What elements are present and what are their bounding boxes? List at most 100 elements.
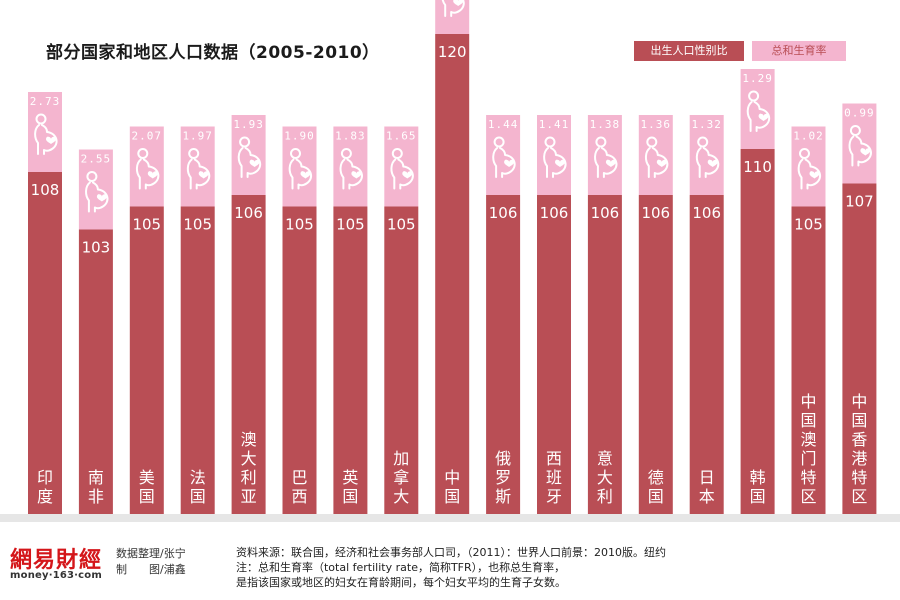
category-label-char: 印: [37, 468, 53, 487]
sex-ratio-label: 105: [387, 216, 416, 234]
pregnant-woman-icon: [186, 148, 211, 190]
sex-ratio-bar: [333, 206, 368, 514]
category-label-char: 特: [800, 468, 816, 487]
category-label-char: 日: [699, 468, 715, 487]
category-label-char: 西: [546, 449, 562, 468]
fertility-rate-box: [180, 126, 215, 207]
sex-ratio-bar: [231, 195, 266, 514]
category-label-char: 国: [750, 487, 766, 506]
pregnant-woman-icon: [441, 0, 465, 17]
sex-ratio-bar: [587, 195, 622, 514]
fertility-rate-box: [333, 126, 368, 207]
sex-ratio-bar: [486, 195, 521, 514]
fertility-rate-label: 1.29: [742, 72, 773, 85]
sex-ratio-bar: [842, 183, 877, 514]
category-label-char: 巴: [291, 468, 307, 487]
sex-ratio-bar: [28, 172, 62, 514]
fertility-rate-label: 2.07: [132, 130, 163, 143]
chart-baseline: [0, 514, 900, 522]
fertility-rate-label: 1.41: [539, 118, 570, 131]
pregnant-woman-icon: [594, 136, 618, 178]
sex-ratio-label: 105: [183, 216, 212, 234]
source-line-1: 资料来源：联合国，经济和社会事务部人口司，（2011）：世界人口前景：2010版…: [236, 546, 666, 559]
fertility-rate-label: 0.99: [844, 107, 875, 120]
credit-data: 数据整理/张宁: [116, 547, 186, 560]
category-label-char: 港: [851, 449, 867, 468]
pregnant-woman-icon: [288, 148, 313, 190]
fertility-rate-box: [282, 126, 317, 207]
sex-ratio-bar: [129, 206, 164, 514]
category-label-char: 利: [241, 468, 257, 487]
sex-ratio-bar: [282, 206, 317, 514]
sex-ratio-label: 120: [438, 43, 467, 61]
sex-ratio-label: 108: [31, 181, 60, 199]
sex-ratio-label: 107: [845, 193, 874, 211]
sex-ratio-label: 105: [132, 216, 161, 234]
fertility-rate-box: [791, 126, 826, 207]
category-label-char: 罗: [495, 468, 511, 487]
pregnant-woman-icon: [34, 113, 58, 155]
category-label-char: 国: [342, 487, 358, 506]
category-label-char: 拿: [393, 468, 409, 487]
category-label-char: 牙: [546, 487, 562, 506]
sex-ratio-bar: [180, 206, 215, 514]
sex-ratio-bar: [638, 195, 673, 514]
sex-ratio-label: 105: [336, 216, 365, 234]
category-label-char: 利: [597, 487, 613, 506]
sex-ratio-bar: [689, 195, 724, 514]
sex-ratio-bar: [435, 34, 470, 514]
category-label-char: 法: [190, 468, 206, 487]
category-label-char: 英: [342, 468, 358, 487]
pregnant-woman-icon: [848, 125, 872, 167]
category-label-char: 中: [800, 392, 816, 411]
fertility-rate-label: 2.55: [81, 153, 112, 166]
category-label-char: 度: [37, 487, 53, 506]
category-label-char: 中: [444, 468, 460, 487]
fertility-rate-box: [537, 115, 571, 195]
fertility-rate-box: [587, 115, 622, 195]
sex-ratio-label: 106: [692, 204, 721, 222]
sex-ratio-bar: [384, 206, 419, 514]
category-label-char: 非: [88, 487, 104, 506]
pregnant-woman-icon: [797, 148, 822, 190]
sex-ratio-label: 105: [794, 216, 823, 234]
pregnant-woman-icon: [695, 136, 720, 178]
legend-fertility-rate: 总和生育率: [752, 41, 846, 61]
source-line-2: 注：总和生育率（total fertility rate，简称TFR），也称总生…: [236, 561, 566, 574]
fertility-rate-box: [486, 115, 521, 195]
sex-ratio-bar: [78, 229, 113, 514]
chart-title: 部分国家和地区人口数据（2005-2010）: [46, 43, 380, 63]
category-label-char: 班: [546, 468, 562, 487]
category-label-char: 斯: [495, 487, 511, 506]
sex-ratio-label: 106: [489, 204, 518, 222]
category-label-char: 德: [648, 468, 664, 487]
sex-ratio-label: 106: [234, 204, 263, 222]
sex-ratio-label: 106: [591, 204, 620, 222]
category-label-char: 区: [851, 487, 867, 506]
fertility-rate-label: 2.73: [30, 95, 61, 108]
logo-url: money·163·com: [10, 570, 102, 581]
fertility-rate-label: 1.44: [488, 118, 519, 131]
fertility-rate-label: 1.93: [233, 118, 264, 131]
pregnant-woman-icon: [237, 136, 262, 178]
category-label-char: 区: [800, 487, 816, 506]
category-label-char: 特: [851, 468, 867, 487]
sex-ratio-label: 105: [285, 216, 314, 234]
category-label-char: 西: [291, 487, 307, 506]
fertility-rate-box: [638, 115, 673, 195]
fertility-rate-label: 1.38: [590, 118, 621, 131]
category-label-char: 澳: [241, 430, 257, 449]
category-label-char: 中: [851, 392, 867, 411]
sex-ratio-bar: [740, 149, 775, 514]
fertility-rate-label: 1.97: [182, 130, 213, 143]
pregnant-woman-icon: [339, 148, 363, 190]
category-label-char: 国: [190, 487, 206, 506]
category-label-char: 国: [800, 411, 816, 430]
fertility-rate-label: 1.90: [284, 130, 315, 143]
fertility-rate-box: [129, 126, 164, 207]
legend-sex-ratio: 出生人口性别比: [634, 41, 744, 61]
category-label-char: 大: [597, 468, 613, 487]
fertility-rate-label: 1.36: [641, 118, 672, 131]
category-label-char: 美: [139, 468, 155, 487]
